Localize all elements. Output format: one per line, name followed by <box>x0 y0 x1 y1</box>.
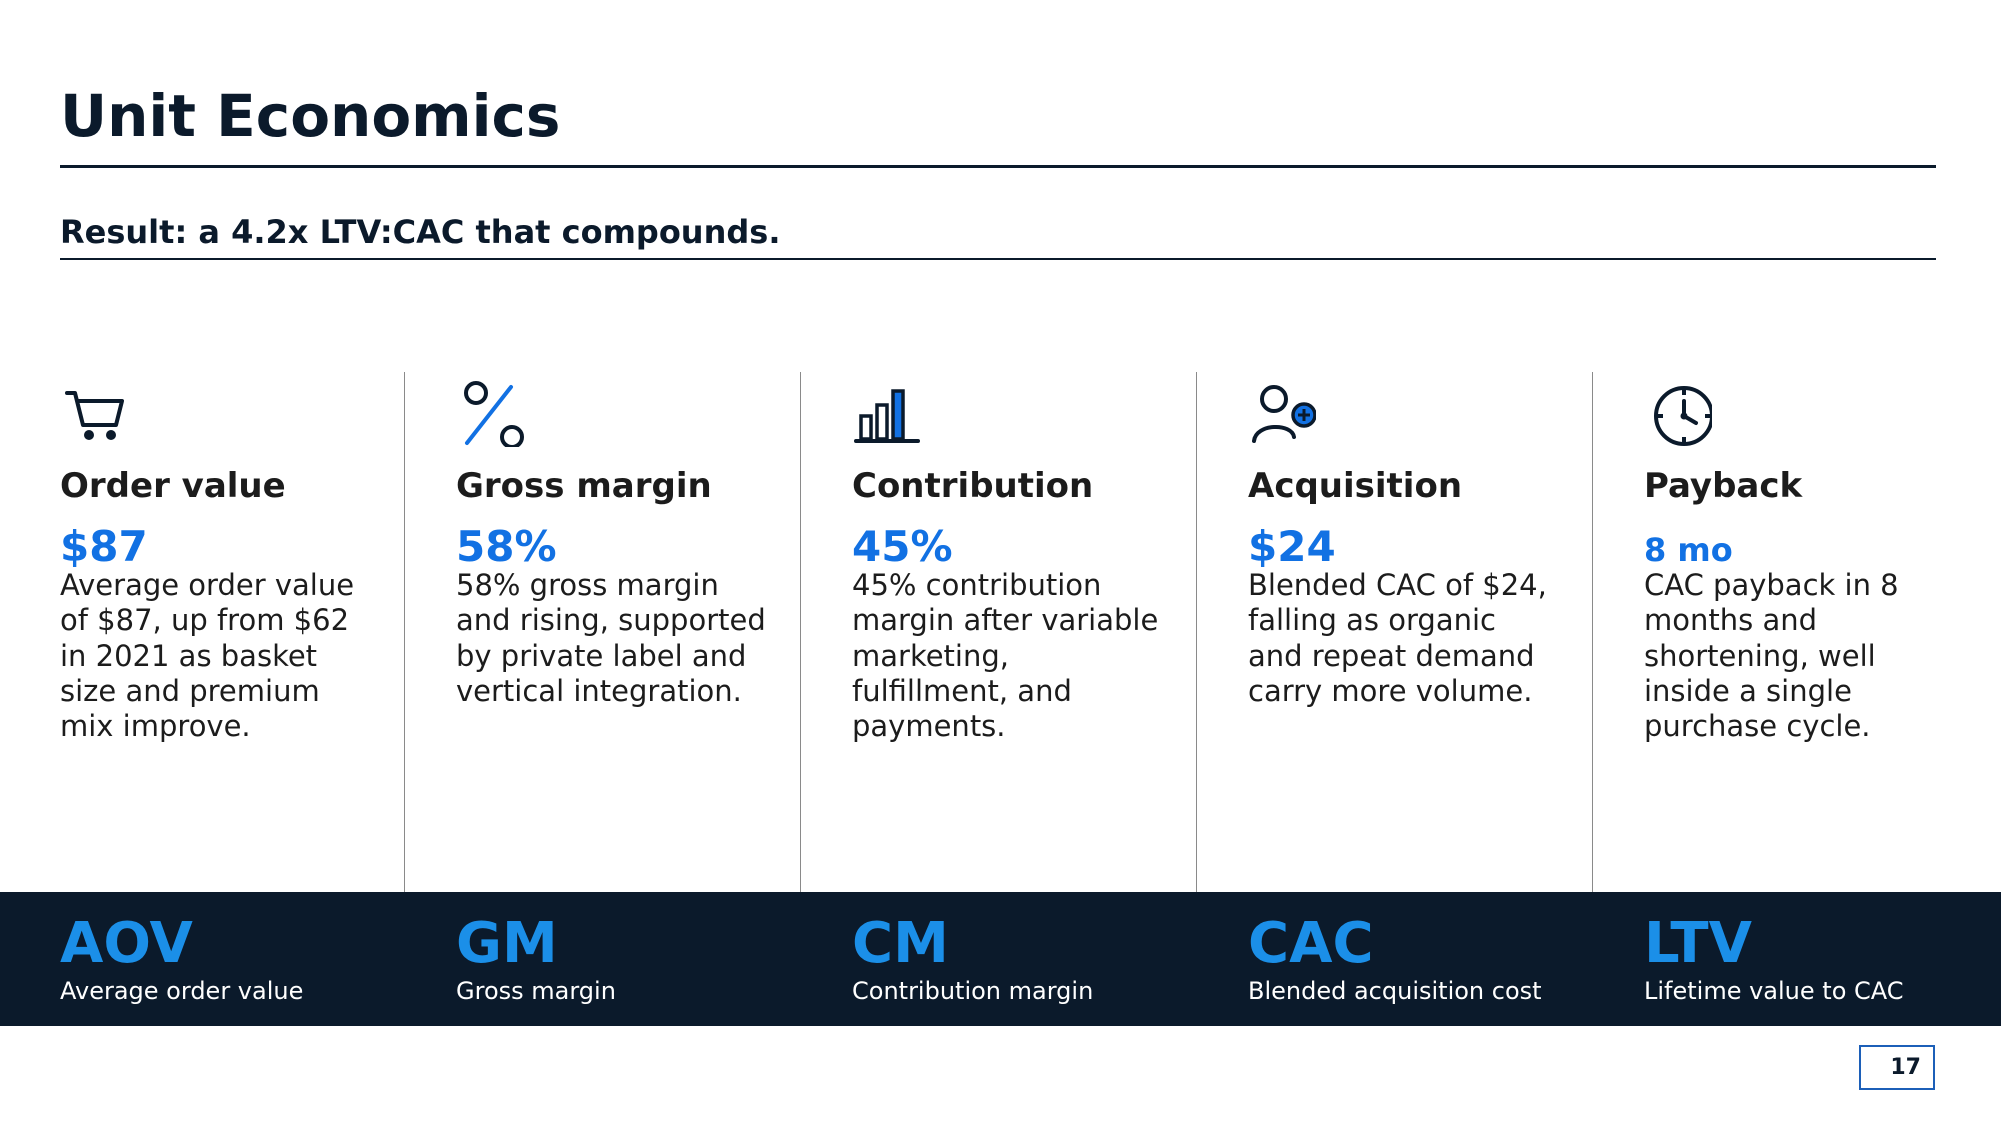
column-divider <box>1592 372 1593 1026</box>
band-abbreviation: CAC <box>1248 911 1374 976</box>
column-gross-margin: Gross margin 58% 58% gross margin and ri… <box>456 372 786 892</box>
band-cell-gm: GM Gross margin <box>456 892 786 1026</box>
band-label: Gross margin <box>456 977 616 1005</box>
band-cell-ltv: LTV Lifetime value to CAC <box>1644 892 1974 1026</box>
band-label: Contribution margin <box>852 977 1094 1005</box>
column-description: Blended CAC of $24, falling as organic a… <box>1248 568 1547 708</box>
percent-icon <box>464 381 524 447</box>
band-cell-cac: CAC Blended acquisition cost <box>1248 892 1578 1026</box>
column-order-value: Order value $87 Average order value of $… <box>60 372 390 892</box>
definitions-band: AOV Average order value GM Gross margin … <box>0 892 2001 1026</box>
band-abbreviation: LTV <box>1644 911 1752 976</box>
column-heading: Payback <box>1644 466 1803 506</box>
page-number: 17 <box>1859 1045 1935 1090</box>
column-description: 58% gross margin and rising, supported b… <box>456 568 766 708</box>
title-rule <box>60 165 1936 168</box>
column-heading: Acquisition <box>1248 466 1463 506</box>
slide-title: Unit Economics <box>60 82 561 150</box>
metric-columns: Order value $87 Average order value of $… <box>0 372 2001 892</box>
band-label: Blended acquisition cost <box>1248 977 1542 1005</box>
column-description: Average order value of $87, up from $62 … <box>60 568 355 744</box>
clock-icon <box>1654 386 1712 446</box>
column-metric: 45% <box>852 522 953 571</box>
column-divider <box>1196 372 1197 1026</box>
column-contribution: Contribution 45% 45% contribution margin… <box>852 372 1182 892</box>
column-metric: 8 mo <box>1644 531 1733 569</box>
column-heading: Contribution <box>852 466 1094 506</box>
column-divider <box>800 372 801 1026</box>
column-description: 45% contribution margin after variable m… <box>852 568 1159 744</box>
band-cell-cm: CM Contribution margin <box>852 892 1182 1026</box>
column-payback: Payback 8 mo CAC payback in 8 months and… <box>1644 372 1974 892</box>
column-metric: $87 <box>60 522 148 571</box>
slide-subtitle: Result: a 4.2x LTV:CAC that compounds. <box>60 213 781 251</box>
subtitle-rule <box>60 258 1936 260</box>
column-divider <box>404 372 405 1026</box>
column-acquisition: Acquisition $24 Blended CAC of $24, fall… <box>1248 372 1578 892</box>
band-cell-aov: AOV Average order value <box>60 892 390 1026</box>
user-add-icon <box>1252 385 1316 443</box>
band-label: Lifetime value to CAC <box>1644 977 1904 1005</box>
column-metric: $24 <box>1248 522 1336 571</box>
column-description: CAC payback in 8 months and shortening, … <box>1644 568 1899 744</box>
band-abbreviation: GM <box>456 911 558 976</box>
cart-icon <box>65 391 124 440</box>
band-abbreviation: CM <box>852 911 949 976</box>
column-heading: Order value <box>60 466 286 506</box>
bar-chart-icon <box>854 389 920 443</box>
column-heading: Gross margin <box>456 466 712 506</box>
band-label: Average order value <box>60 977 304 1005</box>
band-abbreviation: AOV <box>60 911 193 976</box>
column-metric: 58% <box>456 522 557 571</box>
